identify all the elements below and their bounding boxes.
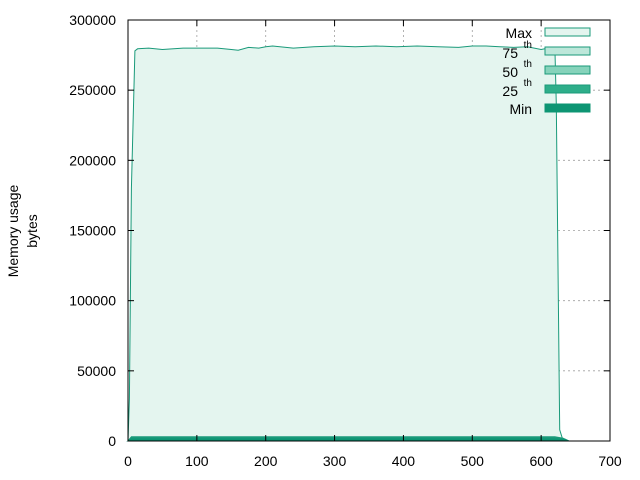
legend-label: Min (509, 101, 532, 117)
legend-label: 25 (502, 83, 518, 99)
y-axis-label: Memory usage bytes (5, 184, 40, 277)
x-tick-label: 400 (392, 453, 416, 469)
series-area-max (127, 45, 569, 442)
x-tick-label: 500 (461, 453, 485, 469)
y-tick-label: 0 (108, 433, 116, 449)
legend-label: Max (506, 25, 532, 41)
legend-swatch (544, 46, 591, 56)
x-tick-label: 100 (185, 453, 209, 469)
y-axis-label-line-1: Memory usage (5, 184, 21, 277)
series-areas (126, 45, 569, 442)
y-tick-label: 200000 (69, 152, 116, 168)
legend-swatch (544, 65, 591, 75)
legend-label: 75 (502, 45, 518, 61)
x-tick-label: 700 (598, 453, 622, 469)
x-tick-label: 600 (529, 453, 553, 469)
x-tick-label: 200 (254, 453, 278, 469)
y-tick-label: 100000 (69, 293, 116, 309)
legend-superscript: th (524, 40, 532, 51)
y-tick-label: 250000 (69, 82, 116, 98)
legend-swatch (544, 103, 591, 113)
x-tick-label: 300 (323, 453, 347, 469)
y-axis-label-line-2: bytes (24, 214, 40, 247)
legend-label: 50 (502, 64, 518, 80)
legend-superscript: th (524, 78, 532, 89)
legend-swatch (544, 84, 591, 94)
legend-swatch (544, 27, 591, 37)
y-tick-label: 300000 (69, 12, 116, 28)
y-tick-label: 50000 (77, 363, 116, 379)
x-tick-label: 0 (124, 453, 132, 469)
axis-ticks: 0 100 200 300 400 500 600 700 0 50000 100000 150000… (69, 12, 622, 469)
legend-superscript: th (524, 59, 532, 70)
y-tick-label: 150000 (69, 223, 116, 239)
